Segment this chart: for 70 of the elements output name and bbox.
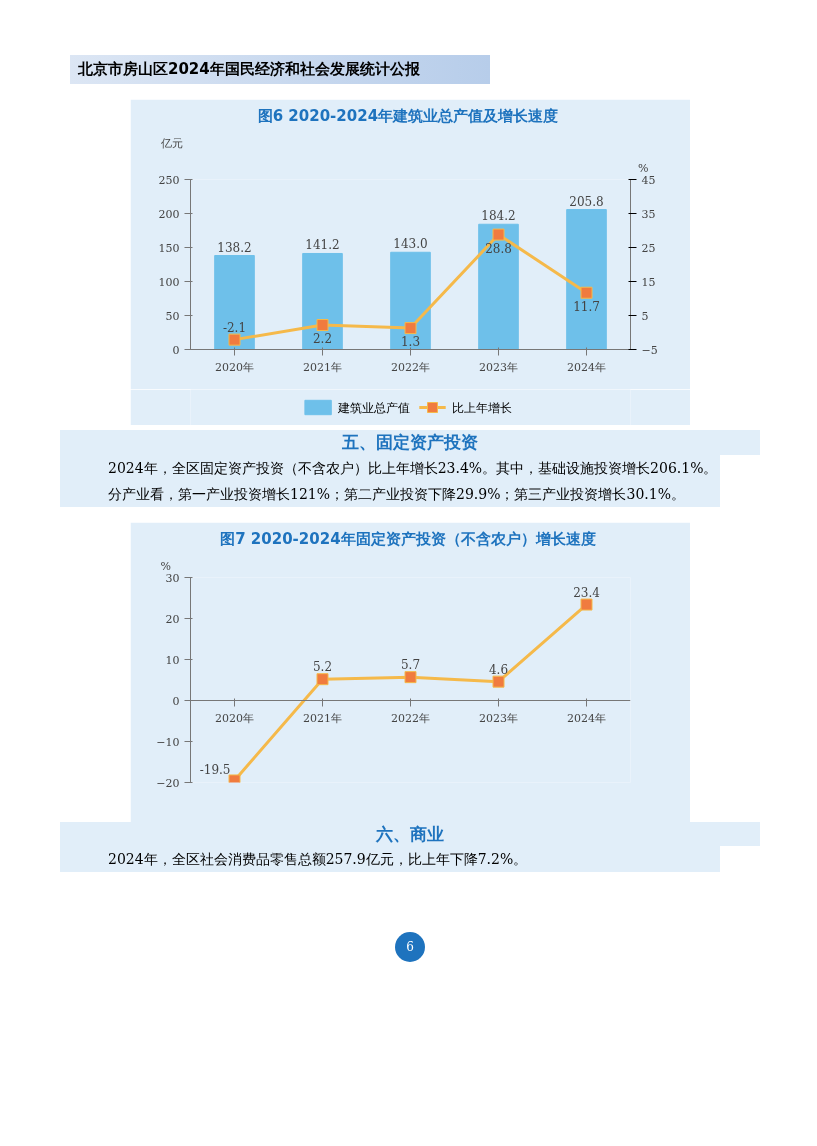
point — [404, 322, 417, 335]
text: 北京市房山区2024年国民经济和社会发展统计公报 — [78, 59, 420, 80]
y-tick-label: 200 — [158, 207, 180, 221]
point — [580, 287, 593, 300]
bar — [478, 224, 519, 350]
y-tick-label: 100 — [158, 275, 180, 289]
point — [228, 334, 241, 347]
bar — [390, 252, 431, 350]
data-label: 5.7 — [400, 657, 421, 672]
chart-title: 图6 2020-2024年建筑业总产值及增长速度 — [257, 106, 559, 125]
y2-tick-label: −5 — [641, 343, 658, 357]
y2-tick-label: 25 — [641, 241, 656, 255]
y-tick-label: 30 — [165, 571, 180, 585]
text: 2024年，全区社会消费品零售总额257.9亿元，比上年下降7.2%。 — [108, 850, 528, 869]
data-label: 11.7 — [573, 300, 600, 315]
data-label: 4.6 — [488, 662, 509, 677]
data-label: 23.4 — [573, 585, 601, 600]
data-label: 5.2 — [312, 659, 333, 674]
bar — [302, 253, 343, 350]
x-tick-label: 2024年 — [567, 360, 606, 374]
y2-tick-label: 35 — [641, 207, 656, 221]
x-tick-label: 2022年 — [391, 360, 430, 374]
y2-tick-label: 15 — [641, 275, 656, 289]
point — [580, 598, 593, 611]
x-tick-label: 2023年 — [479, 711, 518, 725]
x-tick-label: 2020年 — [215, 360, 254, 374]
data-label: -2.1 — [222, 321, 247, 336]
point — [316, 319, 329, 332]
y2-tick-label: 5 — [641, 309, 649, 323]
x-tick-label: 2023年 — [479, 360, 518, 374]
y-tick-label: −20 — [156, 776, 180, 790]
legend-label: 比上年增长 — [452, 400, 513, 415]
data-label: 138.2 — [217, 240, 252, 255]
bar — [214, 255, 255, 350]
y-tick-label: 250 — [158, 173, 180, 187]
data-label: 28.8 — [485, 242, 512, 256]
y-tick-label: 20 — [165, 612, 180, 626]
data-label: -19.5 — [199, 763, 231, 778]
y-tick-label: 50 — [165, 309, 180, 323]
data-label: 143.0 — [393, 237, 428, 252]
y2-tick-label: 45 — [641, 173, 656, 187]
point — [316, 672, 329, 685]
y-axis-title: % — [160, 559, 171, 573]
chart-title: 图7 2020-2024年固定资产投资（不含农户）增长速度 — [220, 529, 596, 548]
y-tick-label: 10 — [165, 653, 180, 667]
x-tick-label: 2024年 — [567, 711, 606, 725]
data-label: 205.8 — [569, 194, 604, 209]
y-axis-title: 亿元 — [159, 136, 183, 150]
x-tick-label: 2021年 — [303, 711, 342, 725]
point — [404, 670, 417, 683]
point — [492, 675, 505, 688]
y-tick-label: 0 — [172, 694, 180, 708]
text: 五、固定资产投资 — [342, 431, 478, 455]
text: 6 — [406, 939, 414, 956]
data-label: 2.2 — [312, 332, 333, 347]
y-tick-label: −10 — [156, 735, 180, 749]
bar — [566, 209, 607, 350]
x-tick-label: 2021年 — [303, 360, 342, 374]
text: 2024年，全区固定资产投资（不含农户）比上年增长23.4%。其中，基础设施投资增长206.1%。分产业看，第一产业投资增长121%；第二产业投资下降29.9%；第三产业投资增长30.1%。 — [108, 458, 719, 504]
data-label: 1.3 — [400, 335, 421, 350]
data-label: 184.2 — [481, 209, 516, 224]
y2-axis-title: % — [638, 161, 649, 175]
data-label: 141.2 — [305, 238, 340, 253]
x-tick-label: 2022年 — [391, 711, 430, 725]
legend-label: 建筑业总产值 — [336, 400, 410, 415]
text: 六、商业 — [376, 822, 444, 846]
point — [492, 229, 505, 241]
x-tick-label: 2020年 — [215, 711, 254, 725]
y-tick-label: 150 — [158, 241, 180, 255]
y-tick-label: 0 — [172, 343, 180, 357]
